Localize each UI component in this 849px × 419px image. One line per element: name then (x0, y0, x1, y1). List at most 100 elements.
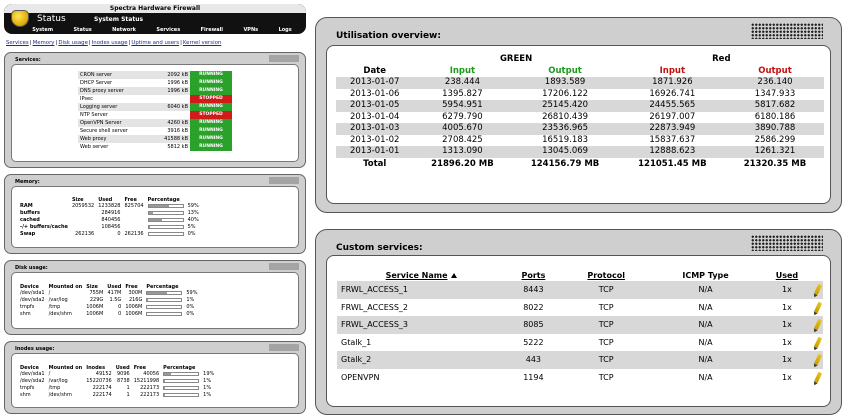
menu-item-services[interactable]: Services (156, 27, 181, 33)
usage-bar (146, 311, 183, 316)
menu-item-network[interactable]: Network (112, 27, 136, 33)
column-header-date: Date (363, 65, 387, 76)
subnav-link-inodes-usage[interactable]: Inodes usage (91, 40, 128, 46)
subnav-link-memory[interactable]: Memory (32, 40, 55, 46)
custom-service-ports: 443 (505, 351, 562, 369)
inode-used: 1 (126, 385, 130, 391)
header-label: Service Name (385, 270, 448, 280)
edit-pencil-icon[interactable] (814, 353, 823, 366)
group-header-red: Red (712, 54, 731, 64)
usage-bar (146, 304, 183, 309)
edit-pencil-icon[interactable] (814, 336, 823, 348)
disk-device: /dev/sda1 (20, 290, 45, 296)
memory-size: 2059532 (71, 203, 95, 209)
edit-pencil-icon[interactable] (814, 318, 823, 331)
app-header: Spectra Hardware Firewall Status System … (4, 4, 306, 34)
menu-item-vpns[interactable]: VPNs (243, 27, 259, 33)
disk-percentage: 0% (186, 311, 195, 317)
column-header-green-input: Input (449, 65, 476, 76)
custom-service-name: FRWL_ACCESS_1 (337, 281, 506, 299)
services-panel: Services: CRON server 2092 kB RUNNING DHCP … (4, 52, 306, 168)
service-name: NTP Server (80, 112, 108, 118)
sort-header-used[interactable]: Used (775, 270, 799, 280)
disk-mount-point: /tmp (48, 304, 61, 310)
panel-title: Custom services: (336, 243, 423, 253)
service-row: IPsec STOPPED (78, 95, 232, 103)
service-name: Logging server (78, 103, 158, 111)
column-header: Free (125, 283, 138, 290)
subnav-link-services[interactable]: Services (6, 40, 29, 46)
memory-label: buffers (20, 210, 41, 216)
service-memory (158, 95, 190, 103)
menu-item-system[interactable]: System (32, 27, 54, 33)
column-header: Free (133, 364, 147, 371)
utilisation-row: 2013-01-04 6279.790 26810.439 26197.007 6180… (336, 111, 824, 123)
service-memory: 3916 kB (167, 128, 188, 134)
inode-used: 1 (126, 392, 130, 398)
red-output-value: 1261.321 (725, 146, 824, 158)
sort-header-protocol[interactable]: Protocol (587, 270, 625, 280)
memory-percentage: 5% (187, 224, 196, 230)
memory-row: cached 840456 40% (18, 217, 201, 224)
memory-size: 262136 (75, 231, 95, 237)
column-header-red-input: Input (659, 65, 686, 76)
green-input-value: 5954.951 (413, 100, 512, 112)
inodes-usage-table: Device Mounted on Inodes Used Free Perce… (18, 364, 216, 399)
custom-service-ports: 1194 (505, 368, 562, 386)
subnav-link-kernel[interactable]: Kernel version (182, 40, 222, 46)
menu-item-firewall[interactable]: Firewall (200, 27, 224, 33)
memory-row: -/+ buffers/cache 108456 5% (18, 224, 201, 231)
utilisation-date: 2013-01-06 (336, 88, 414, 100)
disk-row: shm/dev/shm 1006M 0 1006M 0% (18, 311, 199, 318)
menu-item-logs[interactable]: Logs (278, 27, 292, 33)
dot-pattern-decoration (269, 344, 299, 351)
disk-used: 0 (118, 311, 122, 317)
usage-bar-fill (148, 218, 163, 221)
column-header: Percentage (163, 364, 196, 371)
status-badge: RUNNING (190, 143, 232, 151)
green-output-value: 23536.965 (511, 123, 619, 135)
custom-service-used: 1x (760, 333, 814, 351)
subnav-link-disk-usage[interactable]: Disk usage (58, 40, 88, 46)
menu-item-status[interactable]: Status (73, 27, 92, 33)
custom-services-table: Service Name Ports Protocol ICMP Type Us… (337, 269, 823, 386)
inode-percentage: 1% (203, 392, 212, 398)
red-input-value: 24455.565 (618, 100, 726, 112)
disk-size: 1006M (86, 311, 104, 317)
status-badge: RUNNING (190, 103, 232, 111)
custom-service-protocol: TCP (561, 316, 651, 334)
service-memory: 6040 kB (158, 103, 190, 111)
disk-percentage: 59% (186, 290, 198, 296)
custom-service-used: 1x (760, 298, 814, 316)
panel-title: Memory: (15, 179, 40, 185)
sort-header-service-name[interactable]: Service Name (337, 269, 505, 281)
edit-pencil-icon[interactable] (814, 283, 823, 296)
red-input-value: 26197.007 (618, 111, 726, 123)
memory-panel: Memory: Size Used Free Percentage RAM 205… (4, 174, 306, 254)
status-badge: RUNNING (190, 127, 232, 135)
service-name: Secure shell server (80, 128, 128, 134)
custom-service-ports: 8085 (505, 316, 562, 334)
total-red-input: 121051.45 MB (618, 157, 726, 172)
utilisation-row: 2013-01-05 5954.951 25145.420 24455.565 5817… (336, 100, 824, 112)
disk-usage-panel: Disk usage: Device Mounted on Size Used … (4, 260, 306, 335)
edit-pencil-icon[interactable] (814, 301, 823, 313)
usage-bar (163, 392, 200, 397)
memory-row: Swap 262136 0 262136 0% (18, 231, 201, 238)
custom-service-icmp: N/A (650, 316, 761, 334)
custom-service-ports: 8022 (505, 298, 562, 316)
edit-pencil-icon[interactable] (814, 371, 823, 383)
inode-used: 9096 (116, 371, 130, 377)
disk-mount-point: /dev/shm (48, 311, 72, 317)
disk-used: 1.5G (109, 297, 122, 303)
service-row: DNS proxy server 1996 kB RUNNING (78, 87, 232, 95)
memory-percentage: 13% (187, 210, 199, 216)
subnav-link-uptime[interactable]: Uptime and users (131, 40, 180, 46)
custom-service-used: 1x (760, 351, 814, 369)
memory-free (123, 217, 146, 224)
memory-row: buffers 284916 13% (18, 210, 201, 217)
dot-pattern-decoration (751, 23, 823, 39)
sort-header-ports[interactable]: Ports (521, 270, 546, 280)
usage-bar-fill (164, 372, 171, 375)
service-row: Logging server 6040 kB RUNNING (78, 103, 232, 111)
